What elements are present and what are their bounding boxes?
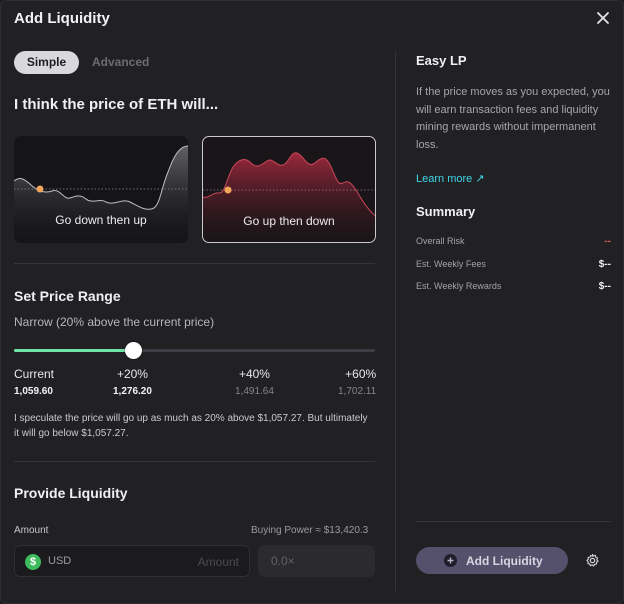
option-label: Go up then down [243,214,335,228]
provide-liquidity-title: Provide Liquidity [14,485,128,501]
tick-plus-20: +20% 1,276.20 [113,367,152,397]
price-slider-track[interactable] [14,349,375,352]
summary-row-rewards: Est. Weekly Rewards $-- [416,281,611,292]
price-range-title: Set Price Range [14,288,121,304]
range-description: Narrow (20% above the current price) [14,315,215,329]
summary-row-fees: Est. Weekly Fees $-- [416,259,611,270]
down-up-trend-graphic [14,145,188,243]
summary-row-risk: Overall Risk -- [416,236,611,247]
tick-plus-40: +40% 1,491.64 [235,367,274,397]
tick-value: 1,491.64 [235,386,274,397]
tick-label: +40% [238,367,270,381]
add-liquidity-button[interactable]: Add Liquidity [416,547,568,574]
column-divider [395,51,396,591]
option-label: Go down then up [55,213,147,227]
price-slider-handle[interactable] [124,342,142,359]
speculation-text: I speculate the price will go up as much… [14,413,368,439]
close-icon[interactable] [594,9,612,27]
buying-power: Buying Power ≈ $13,420.3 [251,525,369,536]
option-go-down-then-up[interactable]: Go down then up [14,136,188,243]
easy-lp-description: If the price moves as you expected, you … [416,86,610,151]
tab-simple[interactable]: Simple [14,51,79,74]
gear-icon[interactable] [585,553,600,568]
tick-plus-60: +60% 1,702.11 [338,367,376,397]
currency-label: USD [48,555,72,567]
section-divider [14,461,375,462]
amount-input[interactable] [119,552,239,572]
summary-value: -- [604,236,611,247]
easy-lp-title: Easy LP [416,53,467,68]
section-divider [14,263,375,264]
tick-label: +60% [345,367,377,381]
option-go-up-then-down[interactable]: Go up then down [202,136,376,243]
dollar-icon: $ [25,554,41,570]
leverage-field[interactable]: 0.0× [258,545,375,577]
summary-value: $-- [598,281,611,292]
summary-label: Est. Weekly Rewards [416,281,502,291]
tick-label: Current [14,367,55,381]
leverage-placeholder: 0.0× [271,554,295,568]
tick-value: 1,059.60 [14,386,53,397]
summary-label: Overall Risk [416,236,465,246]
tick-current: Current 1,059.60 [14,367,54,397]
amount-field[interactable]: $ USD [14,545,250,577]
tick-value: 1,702.11 [338,386,377,397]
tick-value: 1,276.20 [113,386,152,397]
section-divider [416,521,611,522]
prediction-question: I think the price of ETH will... [14,96,219,113]
price-slider-fill [14,349,134,352]
amount-label: Amount [14,525,49,536]
learn-more-link[interactable]: Learn more ↗ [416,173,485,185]
tick-label: +20% [116,367,148,381]
modal-title: Add Liquidity [14,10,110,27]
summary-value: $-- [598,259,611,270]
add-liquidity-label: Add Liquidity [466,554,543,568]
up-down-trend-graphic [203,152,375,242]
summary-label: Est. Weekly Fees [416,259,486,269]
plus-circle-icon [444,554,457,567]
tab-advanced[interactable]: Advanced [92,55,150,69]
summary-title: Summary [416,204,476,219]
